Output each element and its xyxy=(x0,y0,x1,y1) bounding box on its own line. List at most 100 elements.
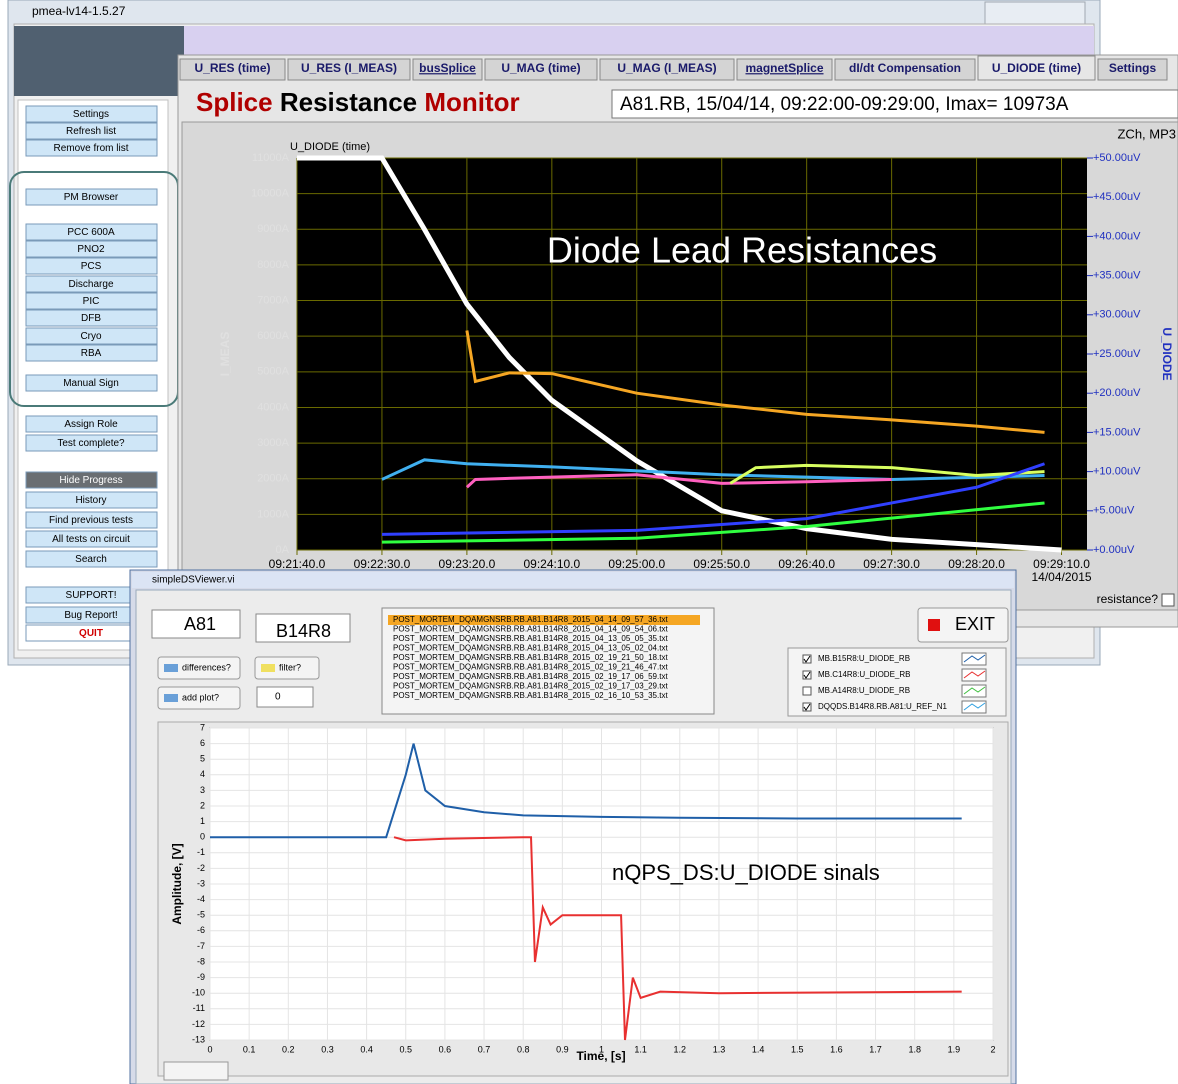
y-tick-label: -7 xyxy=(197,941,205,951)
button-label: Search xyxy=(75,554,107,565)
y-tick-label: 0 xyxy=(200,832,205,842)
y-tick-label: -9 xyxy=(197,972,205,982)
y-tick-label: 10000A xyxy=(251,188,290,200)
y2-axis-label: U_DIODE xyxy=(1160,327,1174,380)
annotation: nQPS_DS:U_DIODE sinals xyxy=(612,860,880,885)
button-label: Remove from list xyxy=(53,143,128,154)
button-label: QUIT xyxy=(79,628,103,639)
annotation: Diode Lead Resistances xyxy=(547,230,937,271)
page: { "main_window": { "title": "pmea-lv14-1… xyxy=(0,0,1178,1084)
x-tick-label: 1.3 xyxy=(713,1044,726,1054)
legend-check[interactable] xyxy=(803,687,811,695)
x-tick-label: 1.4 xyxy=(752,1044,765,1054)
file-item[interactable]: POST_MORTEM_DQAMGNSRB.RB.A81.B14R8_2015_… xyxy=(393,691,668,700)
tab-label: U_RES (I_MEAS) xyxy=(301,61,397,75)
y-tick-label: -3 xyxy=(197,878,205,888)
x-tick-label: 1.7 xyxy=(869,1044,882,1054)
legend-swatch xyxy=(962,653,986,665)
checkbox[interactable] xyxy=(1162,594,1174,606)
title-word: Resistance xyxy=(280,87,417,117)
button-label: Test complete? xyxy=(57,438,125,449)
y2-tick-label: +40.00uV xyxy=(1093,230,1141,242)
legend-label: MB.A14R8:U_DIODE_RB xyxy=(818,686,910,695)
x-tick-label: 09:27:30.0 xyxy=(863,557,920,571)
button-label: Hide Progress xyxy=(59,475,122,486)
file-item[interactable]: POST_MORTEM_DQAMGNSRB.RB.A81.B14R8_2015_… xyxy=(393,634,668,643)
file-item[interactable]: POST_MORTEM_DQAMGNSRB.RB.A81.B14R8_2015_… xyxy=(393,653,668,662)
button-label: PNO2 xyxy=(77,244,105,255)
y-tick-label: 0A xyxy=(276,544,290,556)
x-tick-label: 0 xyxy=(207,1044,212,1054)
button-label: RBA xyxy=(81,348,102,359)
x-tick-label: 0.5 xyxy=(399,1044,412,1054)
window-title: pmea-lv14-1.5.27 xyxy=(32,4,126,18)
x-tick-label: 0.8 xyxy=(517,1044,530,1054)
x-tick-label: 0.4 xyxy=(360,1044,373,1054)
y-tick-label: 5000A xyxy=(257,366,289,378)
y-tick-label: -1 xyxy=(197,847,205,857)
tab-label: Settings xyxy=(1109,61,1157,75)
button-label: Find previous tests xyxy=(49,515,133,526)
y-tick-label: 1000A xyxy=(257,508,289,520)
button-label: DFB xyxy=(81,313,101,324)
x-tick-label: 1.9 xyxy=(948,1044,961,1054)
y-tick-label: 7000A xyxy=(257,294,289,306)
banner xyxy=(14,26,184,96)
number-field xyxy=(257,687,313,707)
button-label: Discharge xyxy=(68,279,113,290)
tab-label: U_MAG (I_MEAS) xyxy=(617,61,716,75)
y-tick-label: -2 xyxy=(197,863,205,873)
y-tick-label: 3 xyxy=(200,785,205,795)
plot-tools[interactable] xyxy=(164,1062,228,1080)
y2-tick-label: +30.00uV xyxy=(1093,309,1141,321)
checkbox-label: resistance? xyxy=(1097,592,1159,606)
y-tick-label: 9000A xyxy=(257,223,289,235)
y-tick-label: -10 xyxy=(192,988,205,998)
file-item[interactable]: POST_MORTEM_DQAMGNSRB.RB.A81.B14R8_2015_… xyxy=(393,615,668,624)
y-axis-label: I_MEAS xyxy=(218,332,232,377)
x-tick-label: 1.5 xyxy=(791,1044,804,1054)
file-item[interactable]: POST_MORTEM_DQAMGNSRB.RB.A81.B14R8_2015_… xyxy=(393,663,668,672)
button-icon xyxy=(261,664,275,672)
y-tick-label: 4 xyxy=(200,769,205,779)
y-tick-label: -5 xyxy=(197,910,205,920)
button-label: add plot? xyxy=(182,692,219,702)
tab-label: busSplice xyxy=(419,61,476,75)
file-item[interactable]: POST_MORTEM_DQAMGNSRB.RB.A81.B14R8_2015_… xyxy=(393,682,668,691)
x-tick-label: 0.1 xyxy=(243,1044,256,1054)
y-tick-label: 2000A xyxy=(257,473,289,485)
button-label: filter? xyxy=(279,662,301,672)
title-word: Monitor xyxy=(424,87,519,117)
plot-label: U_DIODE (time) xyxy=(290,141,370,153)
y2-tick-label: +50.00uV xyxy=(1093,152,1141,164)
file-item[interactable]: POST_MORTEM_DQAMGNSRB.RB.A81.B14R8_2015_… xyxy=(393,625,668,634)
y-tick-label: 6000A xyxy=(257,330,289,342)
file-item[interactable]: POST_MORTEM_DQAMGNSRB.RB.A81.B14R8_2015_… xyxy=(393,672,668,681)
y-tick-label: 1 xyxy=(200,816,205,826)
x-tick-label: 09:24:10.0 xyxy=(523,557,580,571)
y2-tick-label: +15.00uV xyxy=(1093,426,1141,438)
button-label: PCS xyxy=(81,261,102,272)
y2-tick-label: +10.00uV xyxy=(1093,466,1141,478)
y-tick-label: 5 xyxy=(200,754,205,764)
y-tick-label: 7 xyxy=(200,722,205,732)
file-item[interactable]: POST_MORTEM_DQAMGNSRB.RB.A81.B14R8_2015_… xyxy=(393,644,668,653)
screenshot: pmea-lv14-1.5.27SettingsRefresh listRemo… xyxy=(0,0,1178,1084)
button-label: differences? xyxy=(182,662,231,672)
y2-tick-label: +5.00uV xyxy=(1093,505,1135,517)
x-tick-label: 09:25:50.0 xyxy=(693,557,750,571)
x-axis-label: Time, [s] xyxy=(576,1049,625,1063)
y-tick-label: -13 xyxy=(192,1034,205,1044)
x-tick-label: 09:22:30.0 xyxy=(354,557,411,571)
x-tick-label: 1.6 xyxy=(830,1044,843,1054)
y-tick-label: 8000A xyxy=(257,259,289,271)
tab-label: U_MAG (time) xyxy=(501,61,580,75)
y-tick-label: -8 xyxy=(197,956,205,966)
button-label: All tests on circuit xyxy=(52,534,130,545)
x-tick-date: 14/04/2015 xyxy=(1031,570,1091,584)
x-tick-label: 09:28:20.0 xyxy=(948,557,1005,571)
x-tick-label: 2 xyxy=(990,1044,995,1054)
field-text: B14R8 xyxy=(276,621,331,641)
x-tick-label: 1.2 xyxy=(674,1044,687,1054)
button-label: Assign Role xyxy=(64,419,118,430)
